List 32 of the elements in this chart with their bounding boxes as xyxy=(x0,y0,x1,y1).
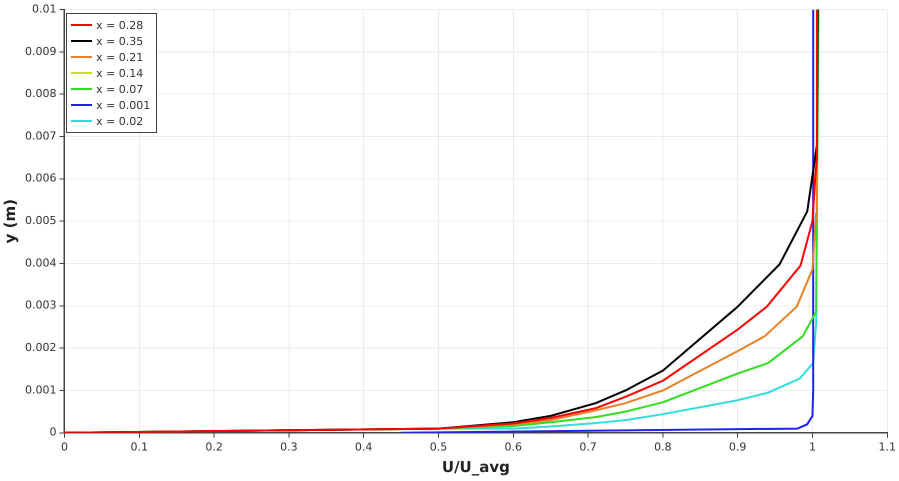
legend-label: x = 0.02 xyxy=(96,114,144,128)
legend-label: x = 0.21 xyxy=(96,50,144,64)
y-tick-label: 0.008 xyxy=(24,87,56,100)
x-tick-label: 0.9 xyxy=(728,440,746,454)
x-tick-label: 1.1 xyxy=(878,440,896,454)
x-tick-label: 0.1 xyxy=(130,440,148,454)
x-tick-label: 0.6 xyxy=(504,440,522,454)
y-tick-label: 0.004 xyxy=(24,256,56,270)
x-tick-label: 1 xyxy=(808,440,816,454)
y-tick-label: 0.003 xyxy=(24,298,56,312)
x-tick-label: 0.2 xyxy=(205,440,223,454)
y-tick-label: 0.005 xyxy=(24,214,56,228)
x-tick-label: 0 xyxy=(60,440,68,454)
x-axis-title: U/U_avg xyxy=(442,458,510,476)
y-tick-label: 0 xyxy=(49,426,56,439)
y-tick-label: 0.001 xyxy=(24,383,56,396)
x-tick-label: 0.4 xyxy=(354,440,372,454)
y-tick-label: 0.002 xyxy=(24,341,56,354)
y-tick-label: 0.009 xyxy=(24,44,56,58)
y-tick-label: 0.006 xyxy=(24,172,56,185)
legend-label: x = 0.28 xyxy=(96,18,144,32)
x-tick-label: 0.8 xyxy=(654,440,672,454)
x-tick-label: 0.5 xyxy=(430,440,448,454)
x-tick-label: 0.7 xyxy=(579,440,597,454)
legend-label: x = 0.14 xyxy=(96,66,144,80)
y-tick-label: 0.01 xyxy=(32,2,56,16)
y-axis-title: y (m) xyxy=(0,199,19,244)
legend-label: x = 0.35 xyxy=(96,34,144,48)
legend-label: x = 0.001 xyxy=(96,98,150,112)
y-tick-label: 0.007 xyxy=(24,129,56,142)
legend-label: x = 0.07 xyxy=(96,82,144,96)
x-tick-label: 0.3 xyxy=(280,440,298,454)
